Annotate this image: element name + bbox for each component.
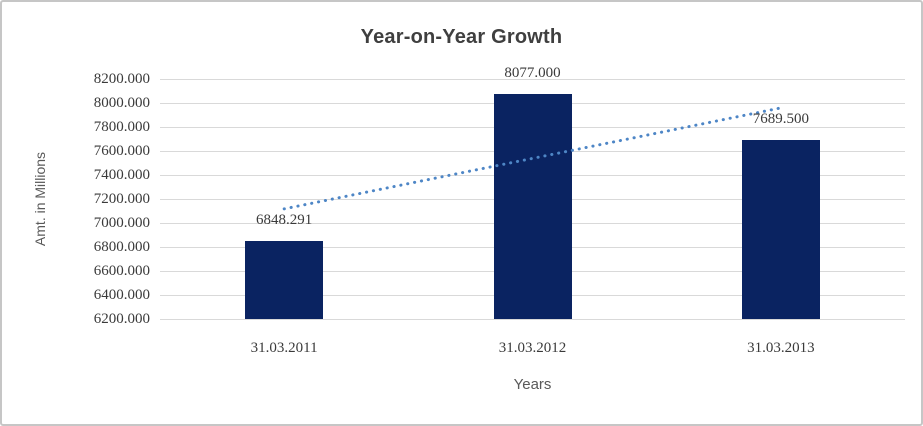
bar [493,93,572,319]
x-axis-title: Years [513,376,552,393]
y-tick-label: 6400.000 [93,287,150,303]
y-tick-label: 7800.000 [93,119,150,135]
y-tick-label: 7200.000 [93,191,150,207]
bar-value-label: 7689.500 [752,111,809,128]
y-tick-label: 6800.000 [93,239,150,255]
trendline-path [282,106,783,211]
bar [245,241,324,319]
bar-value-label: 8077.000 [504,64,561,81]
bar [741,140,820,319]
y-tick-label: 6200.000 [93,311,150,327]
gridline [160,318,905,320]
x-category-label: 31.03.2012 [498,340,567,356]
chart-title: Year-on-Year Growth [360,26,563,48]
gridline [160,78,905,80]
y-tick-label: 7600.000 [93,143,150,159]
y-tick-label: 8200.000 [93,71,150,87]
trendline [282,106,783,211]
y-tick-label: 6600.000 [93,263,150,279]
bar-value-label: 6848.291 [256,212,313,229]
y-tick-label: 7000.000 [93,215,150,231]
y-tick-label: 8000.000 [93,95,150,111]
y-tick-label: 7400.000 [93,167,150,183]
x-category-label: 31.03.2013 [747,340,815,356]
x-category-label: 31.03.2011 [250,340,318,356]
